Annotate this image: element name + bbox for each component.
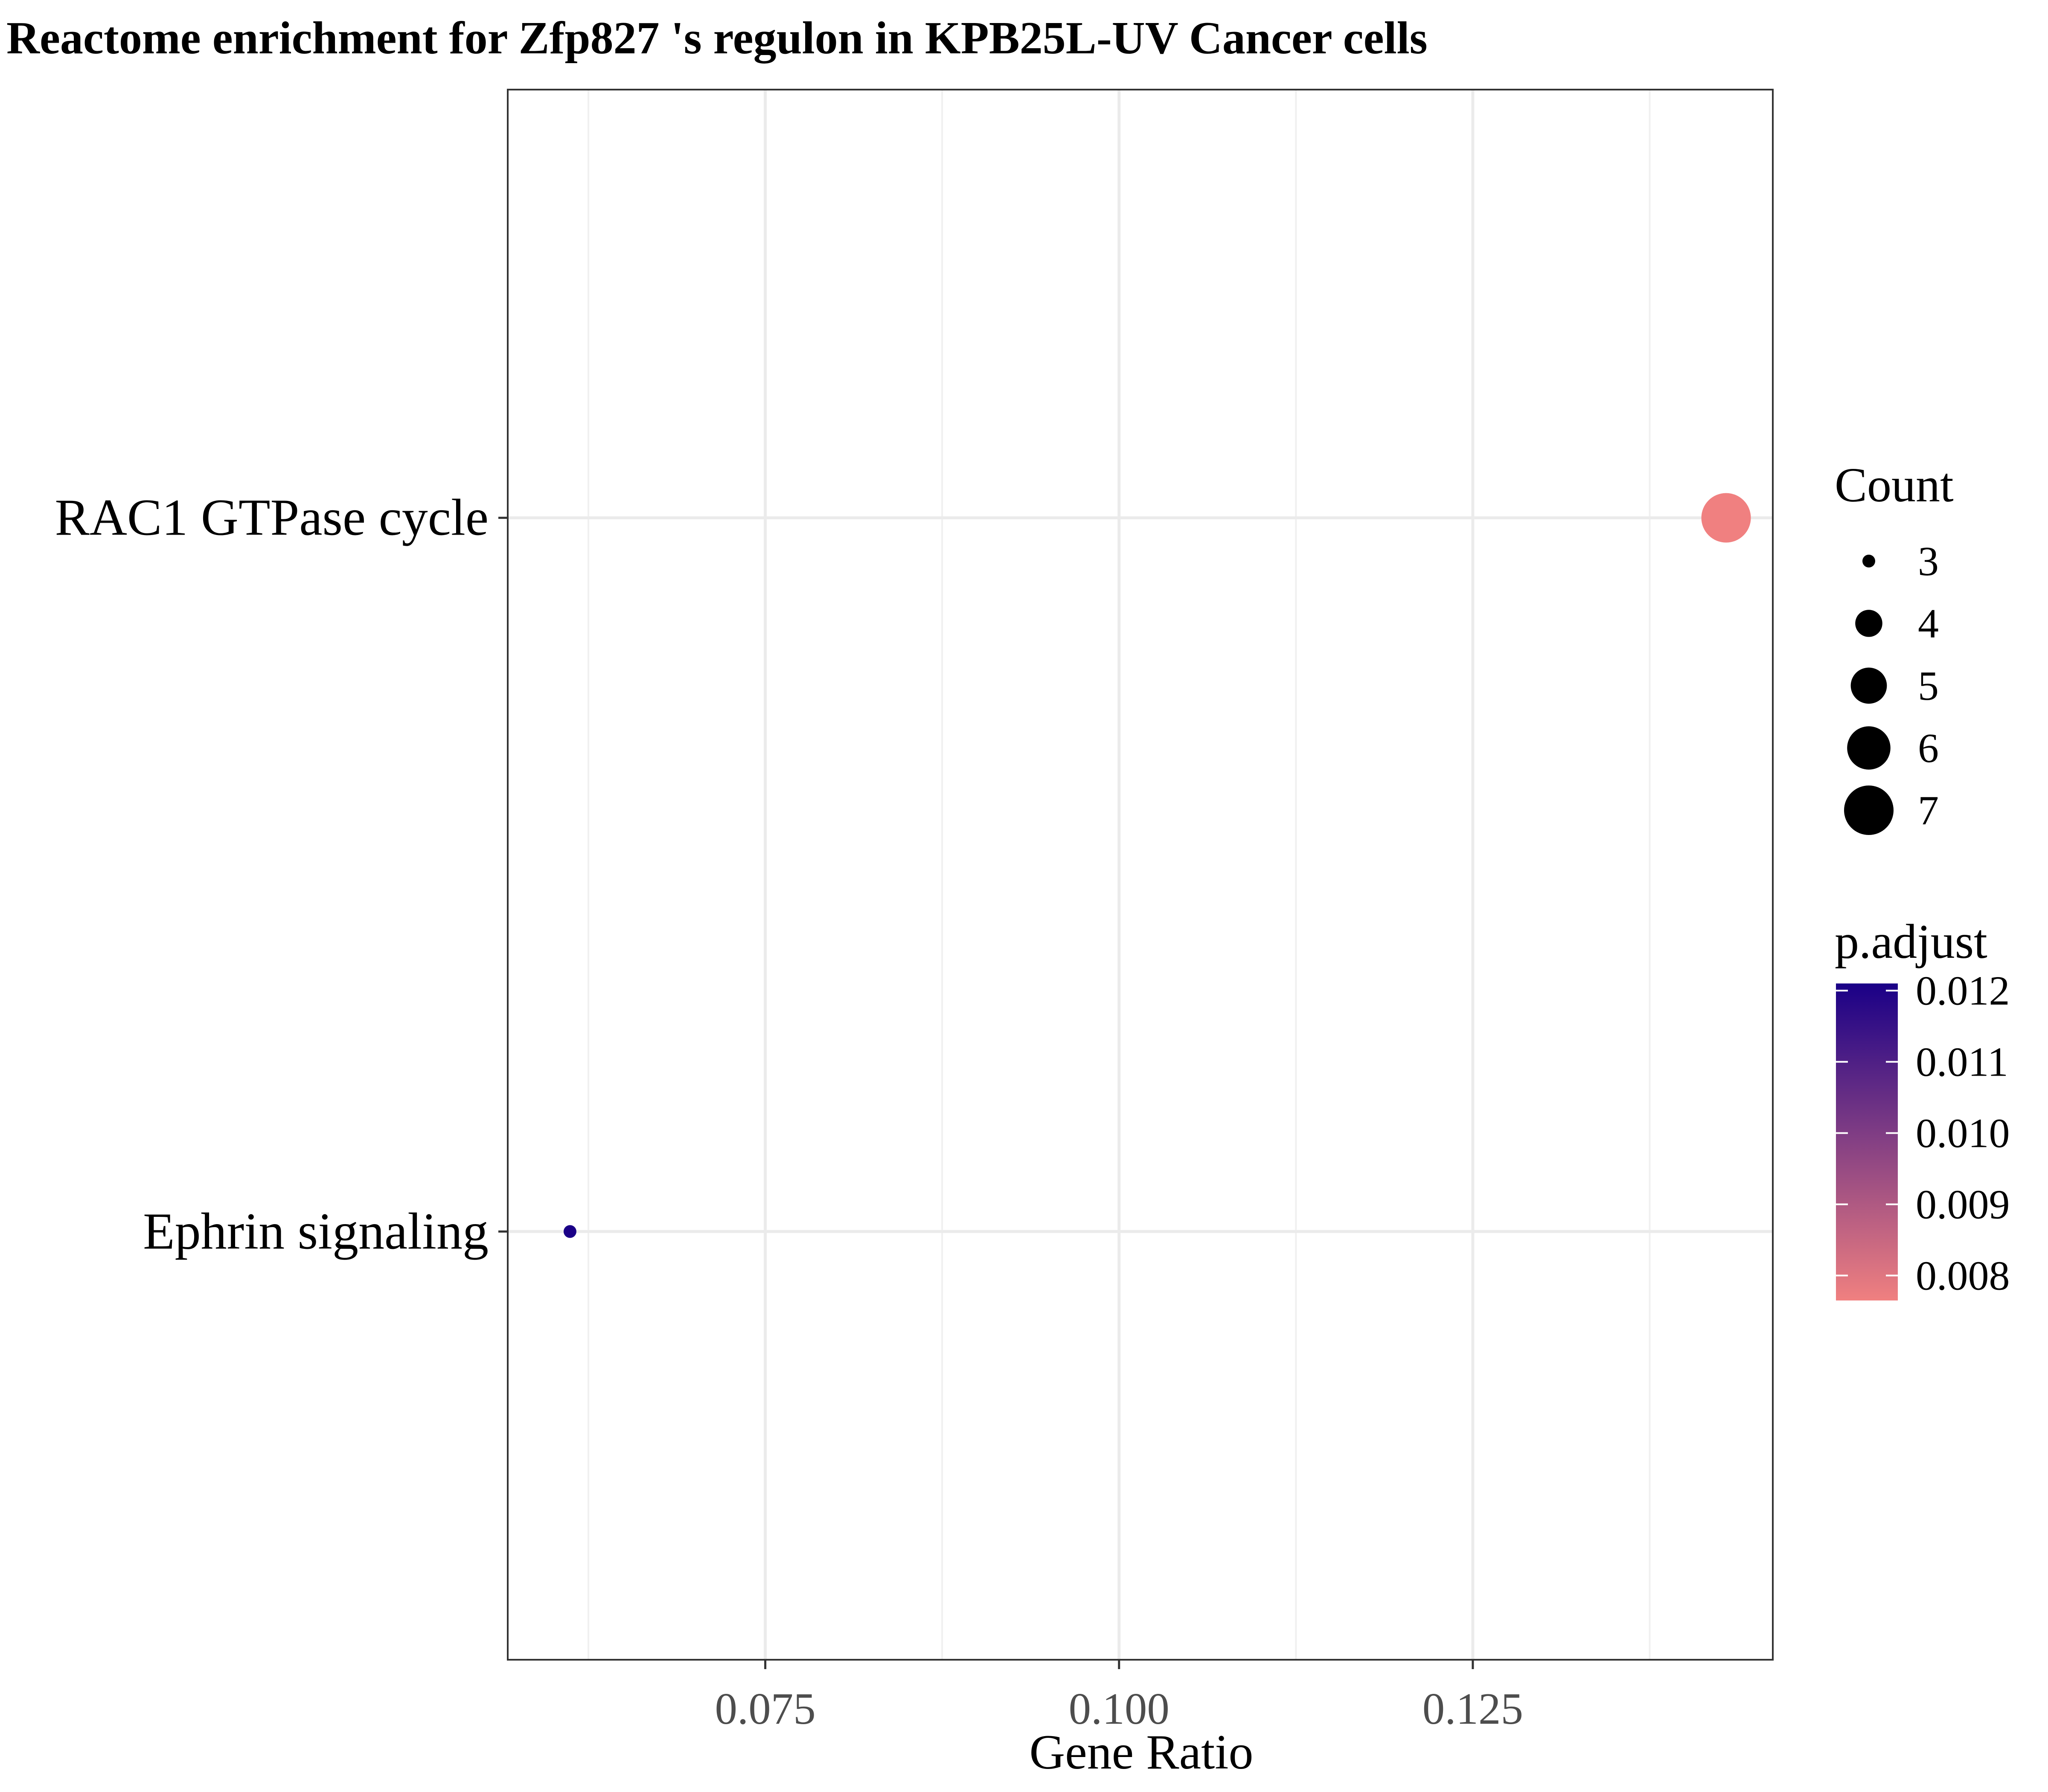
- minor-gridlines: [588, 90, 1651, 1660]
- count-legend-key: [1844, 785, 1894, 835]
- panel-border: [507, 89, 1774, 1661]
- p-adjust-color-legend: p.adjust 0.012 0.011 0.010 0.009 0.008: [1835, 914, 2010, 1300]
- major-gridlines: [508, 90, 1773, 1660]
- count-legend-label: 4: [1918, 601, 1939, 647]
- count-legend-label: 6: [1918, 725, 1939, 771]
- count-legend-label: 5: [1918, 663, 1939, 709]
- x-axis: 0.075 0.100 0.125: [715, 1660, 1523, 1734]
- p-adjust-legend-label: 0.009: [1916, 1182, 2010, 1228]
- x-tick-label: 0.075: [715, 1684, 815, 1734]
- x-tick-label: 0.100: [1069, 1684, 1169, 1734]
- count-legend-key: [1862, 555, 1875, 567]
- count-legend-key: [1847, 726, 1891, 770]
- y-tick-label: RAC1 GTPase cycle: [55, 489, 489, 547]
- count-legend-key: [1850, 667, 1887, 704]
- p-adjust-legend-label: 0.010: [1916, 1111, 2010, 1157]
- count-legend-key: [1855, 610, 1882, 637]
- data-point: [1701, 493, 1751, 543]
- y-tick-label: Ephrin signaling: [143, 1202, 489, 1260]
- data-point: [563, 1225, 576, 1238]
- count-legend-title: Count: [1835, 458, 1954, 512]
- y-axis: RAC1 GTPase cycle Ephrin signaling: [55, 489, 508, 1260]
- count-legend-label: 7: [1918, 788, 1939, 834]
- p-adjust-legend-label: 0.012: [1916, 968, 2010, 1014]
- x-tick-label: 0.125: [1423, 1684, 1523, 1734]
- data-points: [563, 493, 1751, 1238]
- x-axis-title: Gene Ratio: [1029, 1725, 1253, 1780]
- count-legend-label: 3: [1918, 538, 1939, 585]
- p-adjust-legend-title: p.adjust: [1835, 914, 1987, 969]
- panel-background: [508, 90, 1773, 1660]
- chart-title: Reactome enrichment for Zfp827 's regulo…: [6, 13, 1428, 64]
- plot-panel-background: [508, 90, 1773, 1660]
- plot-panel-border: [507, 89, 1774, 1661]
- p-adjust-legend-label: 0.008: [1916, 1253, 2010, 1299]
- p-adjust-legend-label: 0.011: [1916, 1039, 2008, 1085]
- p-adjust-colorbar: [1836, 983, 1898, 1300]
- count-size-legend: Count 3 4 5 6 7: [1835, 458, 1954, 835]
